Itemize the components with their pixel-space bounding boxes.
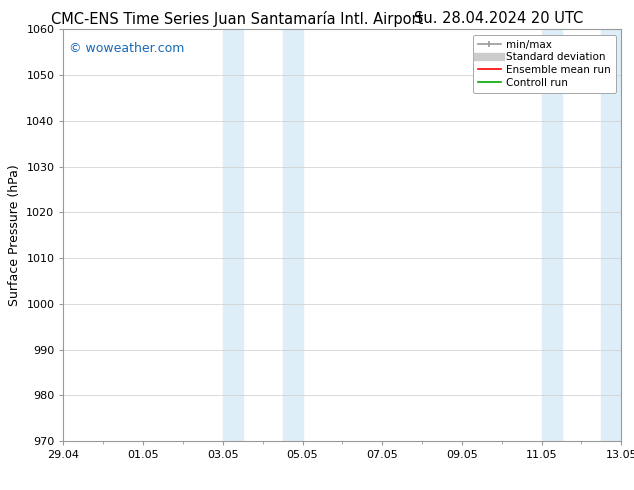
Text: Su. 28.04.2024 20 UTC: Su. 28.04.2024 20 UTC	[414, 11, 583, 26]
Bar	[223, 29, 243, 441]
Bar	[541, 29, 562, 441]
Bar	[283, 29, 302, 441]
Bar	[602, 29, 621, 441]
Text: CMC-ENS Time Series Juan Santamaría Intl. Airport: CMC-ENS Time Series Juan Santamaría Intl…	[51, 11, 423, 27]
Text: © woweather.com: © woweather.com	[69, 42, 184, 55]
Legend: min/max, Standard deviation, Ensemble mean run, Controll run: min/max, Standard deviation, Ensemble me…	[473, 35, 616, 93]
Y-axis label: Surface Pressure (hPa): Surface Pressure (hPa)	[8, 164, 21, 306]
